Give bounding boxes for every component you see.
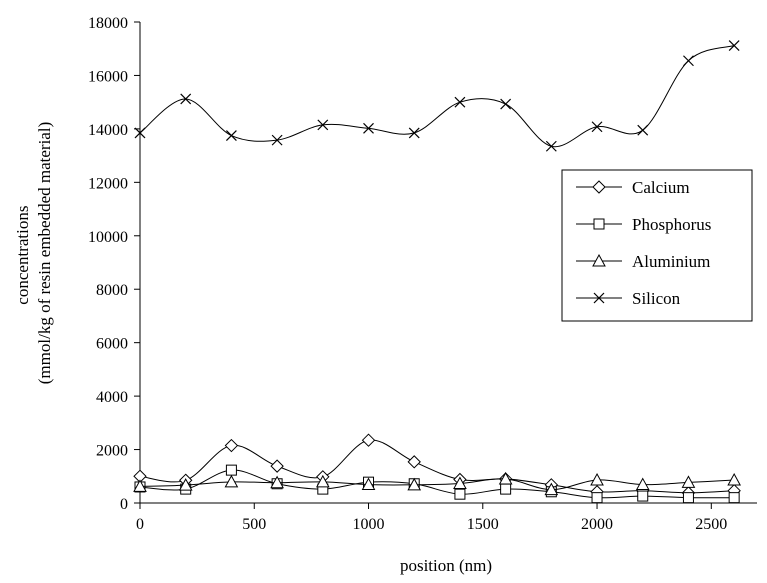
phosphorus-point [682, 492, 694, 504]
aluminium-point [681, 475, 696, 488]
x-marker-stroke [134, 127, 146, 139]
phosphorus-point [225, 464, 237, 476]
x-marker-stroke [317, 119, 329, 131]
x-marker-stroke [545, 140, 557, 152]
x-tick-label: 1000 [353, 516, 385, 533]
phosphorus-point [728, 492, 740, 504]
series-phosphorus [134, 464, 740, 504]
silicon-point [500, 98, 512, 110]
x-marker-stroke [637, 124, 649, 136]
series-line-silicon [139, 45, 735, 148]
phosphorus-point [637, 490, 649, 502]
legend-item-silicon: Silicon [576, 289, 681, 308]
x-marker-stroke [225, 130, 237, 141]
legend-item-phosphorus: Phosphorus [576, 215, 711, 234]
x-tick-label: 1500 [467, 516, 499, 533]
silicon-point [728, 40, 740, 51]
x-marker-stroke [728, 40, 740, 51]
x-marker-stroke [500, 98, 512, 110]
series-aluminium [133, 471, 741, 496]
silicon-point [134, 127, 146, 139]
legend-marker [592, 253, 606, 267]
phosphorus-point [500, 483, 512, 495]
silicon-point [408, 127, 420, 139]
calcium-point [407, 455, 421, 469]
x-marker-stroke [683, 55, 694, 67]
series-layer [133, 40, 741, 504]
silicon-point [637, 124, 649, 136]
y-tick-label: 14000 [88, 122, 128, 139]
x-marker-stroke [363, 122, 374, 134]
y-tick-label: 10000 [88, 229, 128, 246]
x-marker-stroke [408, 127, 420, 139]
silicon-point [545, 140, 557, 152]
silicon-point [363, 122, 374, 134]
silicon-point [180, 93, 192, 105]
silicon-point [271, 134, 283, 146]
legend-marker [593, 292, 605, 304]
x-axis-title: position (nm) [400, 556, 492, 575]
y-axis-title-line-2: (mmol/kg of resin embedded material) [35, 122, 54, 384]
x-marker-stroke [180, 93, 192, 105]
y-tick-label: 18000 [88, 15, 128, 32]
aluminium-point [361, 477, 376, 491]
x-marker-stroke [454, 96, 466, 108]
y-tick-label: 0 [120, 496, 128, 513]
y-tick-label: 2000 [96, 443, 128, 460]
aluminium-point [178, 478, 193, 491]
silicon-point [591, 121, 603, 133]
legend-items: Calcium Phosphorus Aluminium Silicon [576, 178, 711, 308]
y-tick-label: 12000 [88, 175, 128, 192]
aluminium-point [727, 472, 741, 486]
axes [139, 22, 757, 504]
legend-item-calcium: Calcium [576, 178, 690, 197]
silicon-point [683, 55, 694, 67]
x-tick-label: 500 [242, 516, 266, 533]
phosphorus-point [454, 488, 466, 500]
aluminium-point [544, 482, 559, 496]
aluminium-point [453, 476, 467, 489]
legend: Calcium Phosphorus Aluminium Silicon [561, 169, 753, 322]
x-marker-stroke [593, 292, 605, 304]
legend-item-aluminium: Aluminium [576, 252, 710, 271]
legend-label: Calcium [632, 178, 690, 197]
calcium-point [270, 459, 284, 473]
silicon-point [317, 119, 329, 131]
silicon-point [454, 96, 466, 108]
legend-label: Phosphorus [632, 215, 711, 234]
aluminium-point [498, 471, 513, 485]
legend-marker [592, 180, 606, 194]
y-axis-title: concentrations (mmol/kg of resin embedde… [13, 122, 54, 384]
aluminium-point [590, 472, 604, 486]
aluminium-point [224, 474, 239, 488]
legend-label: Silicon [632, 289, 681, 308]
aluminium-point [407, 477, 422, 491]
aluminium-point [133, 479, 147, 492]
x-marker-stroke [271, 134, 283, 146]
silicon-point [225, 130, 237, 141]
x-tick-label: 2000 [581, 516, 613, 533]
legend-label: Aluminium [632, 252, 710, 271]
legend-marker [593, 218, 605, 230]
y-tick-label: 4000 [96, 389, 128, 406]
aluminium-point [315, 474, 330, 488]
y-axis-ticks: 0 2000 4000 6000 8000 10000 12000 14000 16000 180… [88, 15, 140, 513]
y-tick-label: 16000 [88, 68, 128, 85]
x-tick-label: 0 [136, 516, 144, 533]
y-axis-title-line-1: concentrations [13, 206, 32, 305]
y-tick-label: 8000 [96, 282, 128, 299]
calcium-point [361, 433, 376, 447]
x-marker-stroke [591, 121, 603, 133]
aluminium-point [270, 475, 284, 489]
aluminium-point [635, 477, 650, 491]
x-tick-label: 2500 [695, 516, 727, 533]
x-axis-ticks: 0 500 1000 1500 2000 2500 [136, 503, 727, 533]
legend-box [561, 169, 753, 322]
calcium-point [224, 438, 239, 453]
y-tick-label: 6000 [96, 336, 128, 353]
phosphorus-point [591, 492, 603, 504]
series-silicon [134, 40, 740, 152]
